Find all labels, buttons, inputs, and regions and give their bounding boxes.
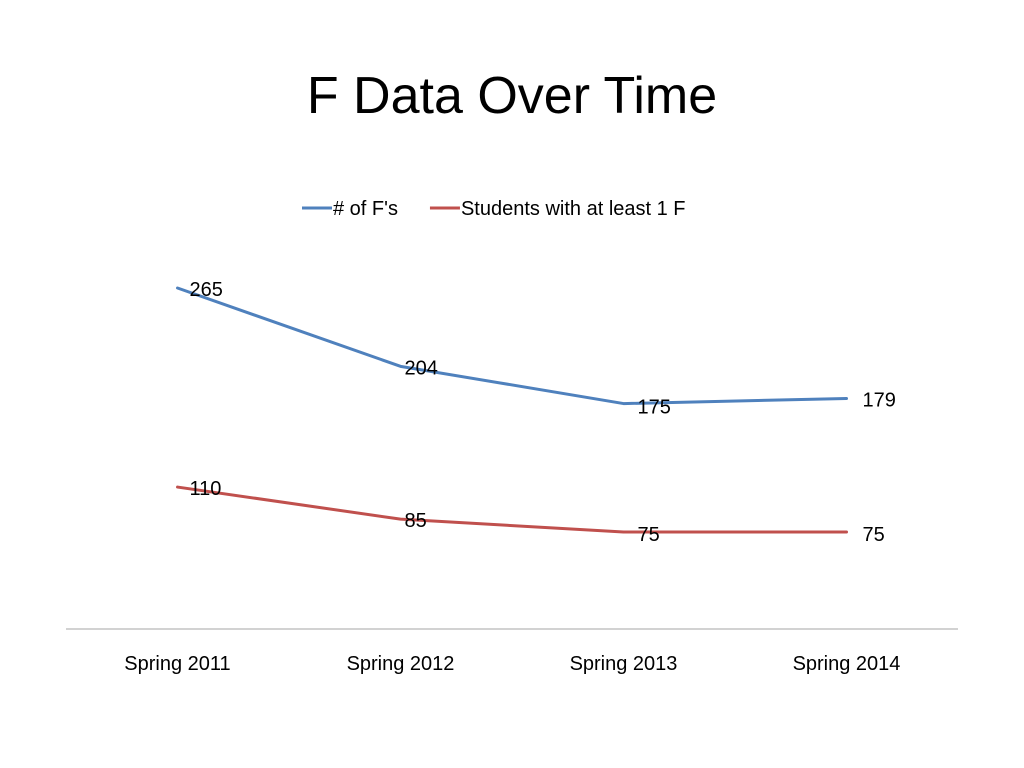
data-label: 110: [190, 478, 222, 500]
data-label: 75: [638, 524, 660, 546]
data-label: 265: [190, 279, 223, 301]
legend-label: # of F's: [333, 198, 398, 220]
data-label: 75: [863, 524, 885, 546]
data-labels: 265 204 175 179 110 85 75 75: [190, 279, 896, 546]
data-label: 204: [405, 357, 438, 379]
x-axis-tick-labels: Spring 2011 Spring 2012 Spring 2013 Spring …: [124, 653, 900, 675]
series-line-1: [176, 286, 848, 406]
data-label: 85: [405, 510, 427, 532]
legend-label: Students with at least 1 F: [461, 198, 686, 220]
x-tick-label: Spring 2011: [124, 653, 230, 675]
data-label: 179: [863, 389, 896, 411]
data-label: 175: [638, 397, 671, 419]
series-lines: [176, 286, 848, 534]
x-tick-label: Spring 2012: [347, 653, 455, 675]
page-title: F Data Over Time: [306, 67, 718, 125]
x-tick-label: Spring 2014: [793, 653, 901, 675]
x-tick-label: Spring 2013: [570, 653, 678, 675]
chart-legend: # of F's Students with at least 1 F: [302, 198, 686, 220]
series-line-2: [176, 485, 848, 534]
